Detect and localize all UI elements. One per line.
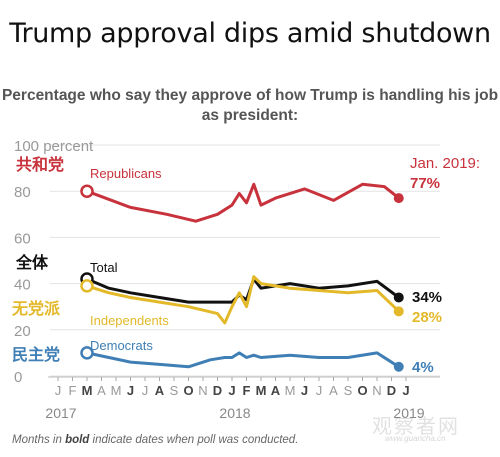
footnote: Months in bold indicate dates when poll … [12,434,298,446]
year-label-2018: 2018 [219,405,250,421]
republicans-end-label-prefix: Jan. 2019: [410,155,480,172]
republicans-label-en: Republicans [90,166,162,181]
x-tick-label-14: M [256,383,267,398]
total-end-label: 34% [412,289,442,306]
democrats-label-en: Democrats [90,338,153,353]
x-tick-label-21: O [357,383,367,398]
x-tick-label-3: A [97,383,106,398]
x-tick-label-18: J [316,383,323,398]
republicans-end-label: 77% [410,175,440,192]
footnote-prefix: Months in [12,434,66,446]
x-tick-label-17: J [301,383,308,398]
y-tick-labels: 100 percent 80 60 40 20 0 [14,138,94,386]
watermark-logo: 观察者网 [372,414,460,438]
y-tick-label-60: 60 [14,230,31,247]
democrats-end-label: 4% [412,359,434,376]
x-tick-label-10: N [198,383,207,398]
x-tick-label-5: J [127,383,134,398]
republicans-line [85,182,401,223]
x-tick-label-19: A [329,383,338,398]
series-lines [80,182,404,372]
democrats-end-marker [393,361,404,372]
democrats-line [85,351,401,369]
x-tick-label-7: A [155,383,165,398]
independents-label-en: Independents [90,313,169,328]
x-tick-label-16: M [285,383,296,398]
y-tick-label-80: 80 [14,184,31,201]
democrats-label-cn: 民主党 [12,345,60,364]
x-tick-label-2: M [82,383,93,398]
chart-title: Trump approval dips amid shutdown [9,18,491,49]
total-end-marker [393,292,404,303]
year-label-2019: 2019 [393,405,424,421]
x-tick-label-24: J [402,383,409,398]
grid-layer [50,144,440,377]
x-tick-label-9: O [183,383,193,398]
x-tick-label-11: D [213,383,222,398]
footnote-bold-word: bold [65,434,90,446]
watermark-url: www.guancha.cn [385,434,446,443]
footnote-suffix: indicate dates when poll was conducted. [89,434,299,446]
series-labels: 共和党 Republicans Jan. 2019: 77% 全体 Total 34% 无党派… [11,155,480,376]
republicans-end-marker [393,193,404,204]
x-tick-label-4: M [111,383,122,398]
republicans-label-cn: 共和党 [16,155,64,174]
x-tick-label-13: F [243,383,251,398]
year-label-2017: 2017 [45,405,76,421]
republicans-start-marker [80,184,94,198]
independents-end-label: 28% [412,309,442,326]
independents-label-cn: 无党派 [11,299,61,318]
x-tick-label-0: J [55,383,62,398]
total-label-cn: 全体 [15,253,49,272]
x-tick-label-15: A [271,383,281,398]
x-tick-label-6: J [142,383,149,398]
y-tick-label-100: 100 percent [14,138,94,155]
independents-end-marker [393,306,404,317]
subtitle-line-2: as president: [201,107,299,124]
independents-start-marker [80,279,94,293]
independents-line [85,275,401,325]
y-tick-label-40: 40 [14,277,31,294]
x-tick-label-23: D [387,383,396,398]
democrats-start-marker [80,346,94,360]
x-tick-label-22: N [372,383,381,398]
x-tick-label-12: J [228,383,235,398]
subtitle-line-1: Percentage who say they approve of how T… [1,87,499,104]
x-tick-label-1: F [69,383,77,398]
y-tick-label-20: 20 [14,323,31,340]
total-label-en: Total [90,260,118,275]
y-tick-label-0: 0 [14,369,22,386]
chart-subtitle: Percentage who say they approve of how T… [0,86,500,126]
x-tick-label-8: S [170,383,179,398]
x-tick-label-20: S [344,383,353,398]
